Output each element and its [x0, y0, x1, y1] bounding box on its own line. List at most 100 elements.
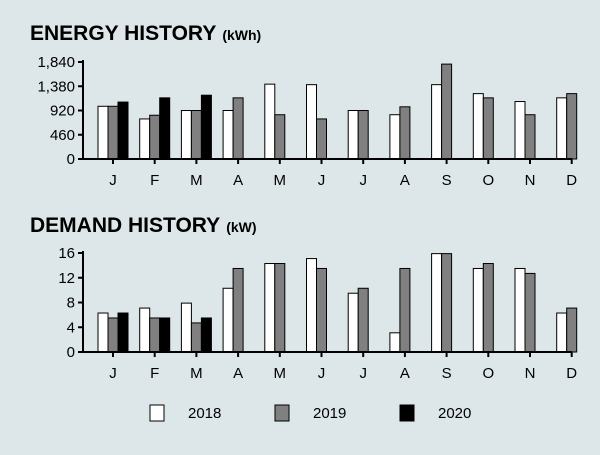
- bar-2019-A: [399, 106, 411, 160]
- bar-2018-J: [347, 110, 359, 160]
- bar-2018-J: [97, 105, 109, 160]
- x-tick-label: S: [442, 172, 452, 189]
- x-tick-label: A: [400, 365, 410, 382]
- bar-2019-N: [524, 272, 536, 353]
- bar-2018-J: [347, 292, 359, 353]
- y-tick-label: 4: [67, 319, 75, 336]
- bar-2019-M: [274, 263, 286, 353]
- demand-history-chart: 0 4 8 12 16 J F M A M J J A S O N D: [58, 245, 577, 382]
- bar-2018-J: [306, 258, 317, 353]
- bar-2018-F: [139, 307, 151, 353]
- bar-2019-A: [232, 97, 244, 160]
- legend-label-2018: 2018: [188, 405, 221, 422]
- y-tick-label: 920: [50, 103, 75, 120]
- bar-2019-O: [482, 97, 494, 160]
- bar-2019-S: [441, 63, 453, 160]
- x-tick-label: A: [400, 172, 410, 189]
- bar-2019-S: [441, 253, 453, 353]
- bar-2020-F: [159, 317, 171, 353]
- bar-2019-F: [149, 114, 161, 160]
- y-tick-label: 12: [58, 270, 75, 287]
- bar-2018-M: [180, 110, 192, 160]
- bar-2018-M: [264, 83, 276, 160]
- bar-2020-M: [200, 94, 212, 160]
- legend-swatch-2018: [149, 404, 165, 422]
- x-tick-label: N: [525, 172, 536, 189]
- bar-2019-J: [316, 267, 327, 353]
- bar-2018-F: [139, 118, 151, 160]
- legend: 2018 2019 2020: [149, 404, 471, 422]
- bar-2018-D: [556, 312, 568, 353]
- bar-2020-M: [200, 317, 212, 353]
- y-tick-label: 460: [50, 127, 75, 144]
- bar-2018-A: [389, 332, 401, 353]
- x-tick-label: J: [318, 365, 326, 382]
- bar-2019-D: [566, 93, 578, 160]
- bar-2019-M: [190, 322, 202, 353]
- bar-2019-J: [107, 317, 119, 353]
- bar-2019-A: [232, 267, 244, 353]
- energy-chart-title: ENERGY HISTORY (kWh): [30, 22, 261, 45]
- bar-2018-S: [431, 84, 443, 160]
- x-tick-label: J: [359, 365, 367, 382]
- bar-2019-F: [149, 317, 161, 353]
- bar-2020-J: [117, 101, 129, 160]
- x-tick-label: D: [566, 172, 577, 189]
- x-tick-label: M: [274, 172, 287, 189]
- x-tick-label: J: [318, 172, 326, 189]
- y-tick-label: 16: [58, 245, 75, 262]
- x-tick-label: J: [359, 172, 367, 189]
- x-tick-label: J: [109, 365, 117, 382]
- x-tick-label: M: [190, 172, 203, 189]
- bar-2018-J: [97, 312, 109, 353]
- bar-2018-S: [431, 253, 443, 353]
- bar-2019-M: [190, 110, 202, 160]
- bar-2018-A: [389, 114, 401, 160]
- x-tick-label: O: [482, 365, 494, 382]
- bar-2019-J: [316, 118, 327, 160]
- bar-2019-J: [357, 287, 369, 353]
- bar-2018-J: [306, 84, 317, 160]
- legend-label-2020: 2020: [438, 405, 471, 422]
- bar-2019-M: [274, 114, 286, 160]
- bar-2019-J: [107, 105, 119, 160]
- energy-history-chart: 0 460 920 1,380 1,840 J F M A M J J A S O N D: [37, 54, 577, 189]
- bar-2018-M: [180, 302, 192, 353]
- x-tick-label: F: [150, 365, 159, 382]
- x-tick-label: N: [525, 365, 536, 382]
- bar-2018-N: [514, 101, 526, 160]
- x-tick-label: O: [482, 172, 494, 189]
- bar-2018-M: [264, 263, 276, 353]
- bar-2018-O: [472, 267, 484, 353]
- demand-chart-title: DEMAND HISTORY (kW): [30, 214, 257, 237]
- legend-swatch-2019: [274, 404, 290, 422]
- x-tick-label: M: [190, 365, 203, 382]
- bar-2020-F: [159, 97, 171, 160]
- x-tick-label: S: [442, 365, 452, 382]
- x-tick-label: A: [233, 365, 243, 382]
- bar-2019-O: [482, 263, 494, 353]
- y-tick-label: 0: [67, 344, 75, 361]
- legend-label-2019: 2019: [313, 405, 346, 422]
- x-tick-label: D: [566, 365, 577, 382]
- x-tick-label: J: [109, 172, 117, 189]
- y-tick-label: 8: [67, 295, 75, 312]
- bar-2019-D: [566, 307, 578, 353]
- bar-2018-D: [556, 97, 568, 160]
- bar-2018-A: [222, 110, 234, 160]
- bar-2019-A: [399, 267, 411, 353]
- bar-2018-N: [514, 267, 526, 353]
- bar-2019-N: [524, 114, 536, 160]
- y-tick-label: 1,380: [37, 78, 75, 95]
- bar-2018-O: [472, 93, 484, 160]
- bar-2020-J: [117, 312, 129, 353]
- x-tick-label: M: [274, 365, 287, 382]
- y-tick-label: 0: [67, 151, 75, 168]
- bar-2019-J: [357, 110, 369, 160]
- x-tick-label: A: [233, 172, 243, 189]
- y-tick-label: 1,840: [37, 54, 75, 71]
- legend-swatch-2020: [399, 404, 415, 422]
- bar-2018-A: [222, 287, 234, 353]
